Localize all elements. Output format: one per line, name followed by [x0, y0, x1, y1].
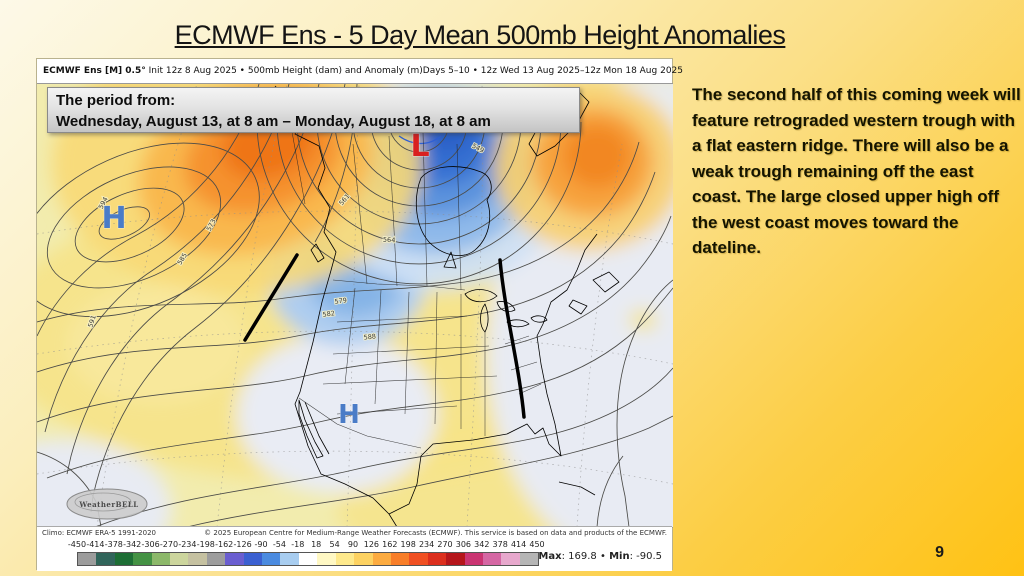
- colorbar-tick: -162: [215, 540, 234, 549]
- contour-label: 582: [322, 309, 335, 319]
- colorbar-segment: [151, 553, 171, 565]
- low-marker: L: [410, 129, 429, 164]
- colorbar-segment: [482, 553, 502, 565]
- colorbar-tick: 54: [329, 540, 340, 549]
- graticule: [37, 84, 673, 527]
- colorbar-tick: -270: [159, 540, 179, 549]
- colorbar-tick: -306: [141, 540, 160, 549]
- anomaly-blobs: [37, 84, 673, 527]
- contour-label: 588: [363, 332, 376, 341]
- max-label: Max: [538, 551, 562, 562]
- colorbar-maxmin: Max: 169.8 • Min: -90.5: [538, 551, 662, 562]
- colorbar-segment: [464, 553, 483, 565]
- colorbar-segment: [298, 553, 318, 565]
- colorbar-tick: 234: [418, 540, 435, 549]
- climo-text: Climo: ECMWF ERA-5 1991-2020: [42, 529, 156, 537]
- map-header-left: ECMWF Ens [M] 0.5° Init 12z 8 Aug 2025 •…: [43, 66, 423, 76]
- colorbar-segment: [78, 553, 97, 565]
- colorbar-tick: 90: [347, 540, 359, 549]
- western-trough-axis: [243, 253, 299, 342]
- colorbar-segment: [354, 553, 373, 565]
- colorbar-segment: [501, 553, 520, 565]
- colorbar-tick: -18: [291, 540, 305, 549]
- colorbar: -450 -414 -378 -342 -306 -270 -234 -198 -162 -126…: [37, 539, 672, 571]
- colorbar-segment: [96, 553, 115, 565]
- high-marker: H: [101, 201, 126, 236]
- colorbar-tick: -414: [86, 540, 105, 549]
- colorbar-ticks: -450 -414 -378 -342 -306 -270 -234 -198 -162 -126…: [37, 540, 672, 550]
- colorbar-tick: -126: [233, 540, 252, 549]
- colorbar-segment: [243, 553, 263, 565]
- colorbar-tick: -198: [196, 540, 215, 549]
- eastern-trough-axis: [498, 258, 526, 419]
- colorbar-tick: -54: [272, 540, 286, 549]
- colorbar-segment: [225, 553, 244, 565]
- colorbar-tick: 126: [363, 540, 380, 549]
- period-line2: Wednesday, August 13, at 8 am – Monday, …: [56, 113, 491, 130]
- high-marker: H: [338, 400, 360, 430]
- high-low-markers: H H L: [101, 129, 430, 431]
- contour-label: 579: [334, 296, 347, 306]
- colorbar-tick: -342: [123, 540, 142, 549]
- state-borders: [286, 103, 542, 449]
- maxmin-separator: •: [599, 551, 606, 562]
- min-value: -90.5: [636, 551, 662, 562]
- colorbar-segment: [390, 553, 410, 565]
- colorbar-tick: 378: [492, 540, 508, 549]
- colorbar-segment: [427, 553, 447, 565]
- map-footer: Climo: ECMWF ERA-5 1991-2020 © 2025 Euro…: [37, 526, 672, 539]
- max-value: 169.8: [568, 551, 597, 562]
- colorbar-segment: [170, 553, 189, 565]
- colorbar-segment: [317, 553, 336, 565]
- colorbar-tick: -90: [254, 540, 268, 549]
- colorbar-segment: [519, 553, 539, 565]
- valid-range: Days 5–10 • 12z Wed 13 Aug 2025–12z Mon …: [422, 66, 683, 76]
- weatherbell-logo-text: WeatherBELL: [78, 500, 138, 509]
- colorbar-segment: [133, 553, 152, 565]
- colorbar-segment: [262, 553, 281, 565]
- colorbar-tick: 306: [455, 540, 472, 549]
- colorbar-tick: 414: [510, 540, 527, 549]
- period-line1: The period from:: [56, 92, 176, 109]
- polar-low-inner-contour: [398, 135, 442, 145]
- height-contours: [37, 84, 673, 527]
- contour-label: 564: [383, 236, 396, 245]
- colorbar-segment: [372, 553, 391, 565]
- colorbar-segment: [280, 553, 299, 565]
- colorbar-segment: [206, 553, 226, 565]
- page-number: 9: [935, 544, 944, 561]
- colorbar-tick: -450: [67, 540, 87, 549]
- init-text: Init 12z 8 Aug 2025 • 500mb Height (dam)…: [145, 66, 423, 76]
- colorbar-segment: [446, 553, 465, 565]
- colorbar-tick: -234: [178, 540, 197, 549]
- colorbar-tick: 270: [437, 540, 453, 549]
- colorbar-segment: [409, 553, 428, 565]
- colorbar-tick: 18: [311, 540, 322, 549]
- map-panel: ECMWF Ens [M] 0.5° Init 12z 8 Aug 2025 •…: [36, 58, 683, 571]
- colorbar-tick: 450: [529, 540, 545, 549]
- colorbar-tick: 342: [474, 540, 490, 549]
- colorbar-tick: 198: [400, 540, 416, 549]
- colorbar-bar: [77, 552, 539, 566]
- map-header: ECMWF Ens [M] 0.5° Init 12z 8 Aug 2025 •…: [37, 59, 683, 83]
- colorbar-segment: [188, 553, 207, 565]
- model-name: ECMWF Ens [M] 0.5°: [43, 66, 146, 76]
- min-label: Min: [609, 551, 630, 562]
- annotation-text: The second half of this coming week will…: [692, 85, 1021, 257]
- copyright-text: © 2025 European Centre for Medium-Range …: [204, 529, 667, 537]
- slide-title: ECMWF Ens - 5 Day Mean 500mb Height Anom…: [174, 20, 786, 50]
- colorbar-segment: [335, 553, 355, 565]
- colorbar-tick: 162: [382, 540, 398, 549]
- colorbar-segment: [114, 553, 134, 565]
- weatherbell-logo: WeatherBELL: [66, 488, 148, 520]
- period-overlay: The period from: Wednesday, August 13, a…: [47, 87, 580, 133]
- colorbar-tick: -378: [104, 540, 123, 549]
